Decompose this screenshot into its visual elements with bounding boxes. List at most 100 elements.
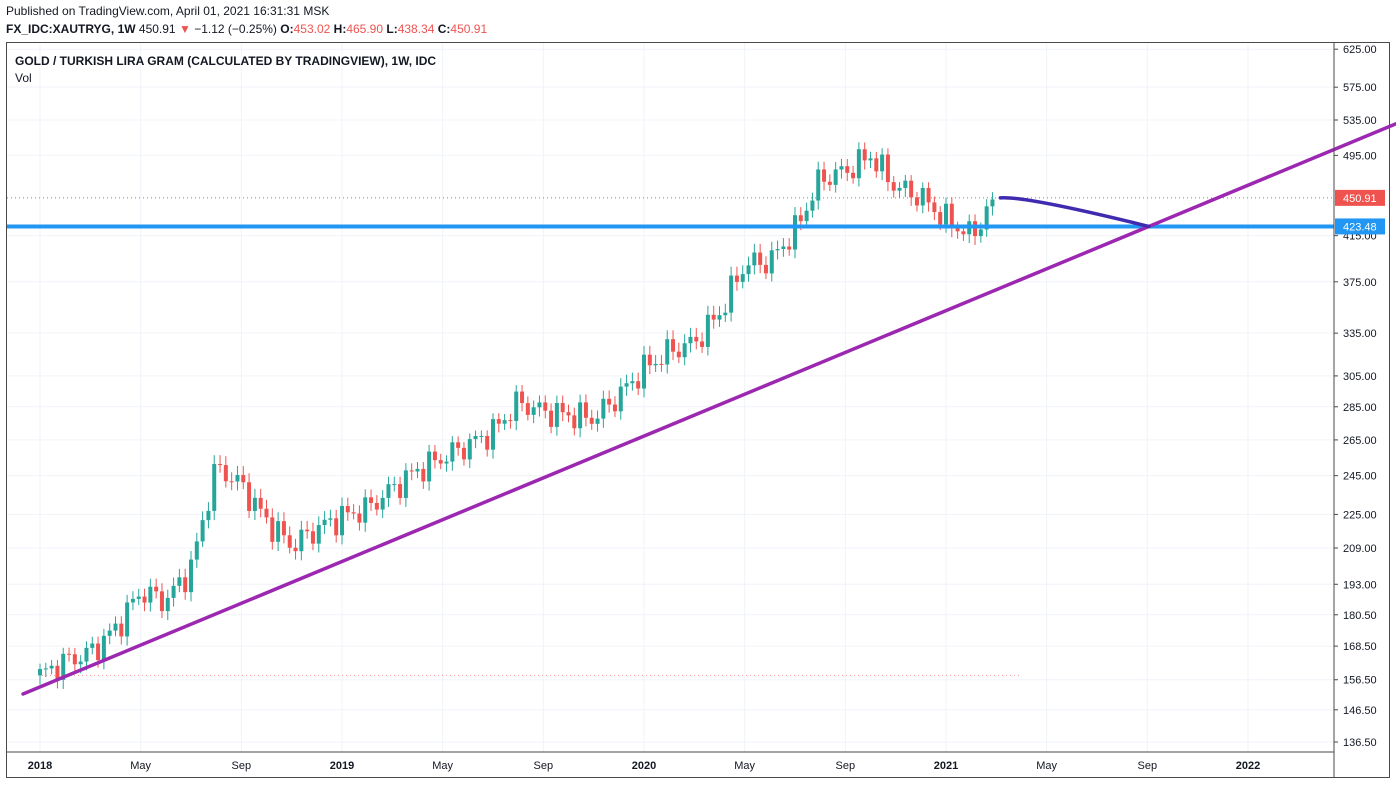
candle-body bbox=[682, 343, 687, 358]
candle-body bbox=[113, 623, 118, 631]
price-tick-label: 335.00 bbox=[1343, 328, 1377, 340]
candle-body bbox=[427, 451, 432, 482]
price-tick-label: 209.00 bbox=[1343, 543, 1377, 555]
time-tick-label: 2019 bbox=[330, 760, 354, 772]
last-price-tag bbox=[1335, 189, 1385, 206]
candle-body bbox=[479, 435, 484, 437]
candle-body bbox=[194, 541, 199, 560]
projection-curve bbox=[998, 196, 1151, 229]
candle-body bbox=[212, 464, 217, 511]
time-tick-label: May bbox=[130, 760, 151, 772]
candle-body bbox=[270, 517, 275, 542]
price-tick-label: 180.50 bbox=[1343, 610, 1377, 622]
time-tick-label: Sep bbox=[836, 760, 856, 772]
low-label: L: bbox=[386, 22, 398, 36]
candle-body bbox=[578, 402, 583, 429]
candle-body bbox=[334, 518, 339, 536]
candle-body bbox=[891, 182, 896, 191]
candle-body bbox=[589, 417, 594, 424]
candle-body bbox=[450, 442, 455, 462]
candle-body bbox=[798, 215, 803, 222]
candle-body bbox=[601, 398, 606, 419]
candle-body bbox=[206, 510, 211, 521]
candle-body bbox=[514, 391, 519, 422]
candle-body bbox=[491, 419, 495, 450]
candle-body bbox=[345, 505, 350, 513]
candle-body bbox=[183, 577, 188, 593]
level-price-tag-label: 423.48 bbox=[1343, 221, 1377, 233]
candle-body bbox=[55, 665, 60, 680]
candle-body bbox=[671, 339, 676, 352]
candle-body bbox=[700, 341, 705, 347]
price-tick-label: 305.00 bbox=[1343, 371, 1377, 383]
candle-body bbox=[705, 314, 710, 347]
candle-body bbox=[218, 464, 223, 466]
candle-body bbox=[978, 229, 983, 237]
candle-body bbox=[560, 402, 565, 413]
time-tick-label: Sep bbox=[1138, 760, 1158, 772]
price-tick-label: 225.00 bbox=[1343, 509, 1377, 521]
candle-body bbox=[938, 212, 943, 225]
candle-body bbox=[316, 525, 321, 544]
candle-body bbox=[723, 312, 728, 316]
close-label: C: bbox=[437, 22, 451, 36]
candle-body bbox=[868, 158, 873, 161]
candle-body bbox=[758, 252, 763, 265]
candle-body bbox=[171, 585, 176, 598]
chart-frame[interactable] bbox=[6, 42, 1390, 778]
price-tick-label: 625.00 bbox=[1343, 44, 1377, 56]
candle-body bbox=[252, 497, 257, 511]
price-tick-label: 168.50 bbox=[1343, 641, 1377, 653]
candle-body bbox=[781, 246, 786, 250]
candle-body bbox=[665, 339, 670, 365]
time-tick-label: May bbox=[734, 760, 755, 772]
candle-body bbox=[502, 420, 507, 424]
price-tick-label: 285.00 bbox=[1343, 402, 1377, 414]
candle-body bbox=[525, 403, 530, 415]
candle-body bbox=[914, 197, 919, 206]
candle-body bbox=[816, 169, 821, 201]
candle-body bbox=[456, 442, 461, 448]
published-note: Published on TradingView.com, April 01, … bbox=[6, 4, 330, 18]
candle-body bbox=[769, 250, 774, 274]
candle-body bbox=[159, 591, 164, 612]
change-value: −1.12 (−0.25%) bbox=[194, 22, 277, 36]
chart-title: GOLD / TURKISH LIRA GRAM (CALCULATED BY … bbox=[15, 54, 437, 68]
candle-body bbox=[461, 447, 466, 460]
grid-lines bbox=[7, 43, 1334, 752]
candle-body bbox=[543, 402, 548, 411]
candle-body bbox=[990, 199, 995, 207]
candle-body bbox=[247, 482, 252, 511]
price-tick-label: 156.50 bbox=[1343, 675, 1377, 687]
candle-body bbox=[148, 586, 153, 603]
candle-body bbox=[554, 402, 559, 427]
time-axis: 2018 May Sep 2019 May Sep 2020 May Sep 2021 May Sep… bbox=[7, 751, 1334, 772]
candle-body bbox=[932, 202, 937, 213]
candle-body bbox=[351, 512, 356, 514]
candle-body bbox=[607, 398, 612, 405]
candle-body bbox=[432, 451, 437, 461]
candle-body bbox=[508, 420, 513, 422]
candle-body bbox=[101, 635, 106, 661]
time-tick-label: May bbox=[432, 760, 453, 772]
candle-body bbox=[61, 653, 66, 680]
price-tick-label: 495.00 bbox=[1343, 150, 1377, 162]
candle-body bbox=[595, 418, 600, 424]
price-tick-label: 245.00 bbox=[1343, 471, 1377, 483]
candle-body bbox=[729, 275, 734, 313]
candle-body bbox=[549, 410, 554, 427]
candle-body bbox=[653, 363, 658, 366]
candle-body bbox=[374, 502, 379, 510]
candle-body bbox=[711, 314, 716, 320]
last-price: 450.91 bbox=[138, 22, 176, 36]
high-value: 465.90 bbox=[346, 22, 384, 36]
candle-body bbox=[467, 439, 472, 460]
candle-body bbox=[793, 215, 797, 250]
candle-body bbox=[264, 508, 269, 518]
candle-body bbox=[856, 149, 861, 179]
candle-body bbox=[485, 435, 490, 450]
price-tick-label: 535.00 bbox=[1343, 115, 1377, 127]
candle-body bbox=[862, 149, 867, 161]
candle-body bbox=[438, 460, 443, 464]
